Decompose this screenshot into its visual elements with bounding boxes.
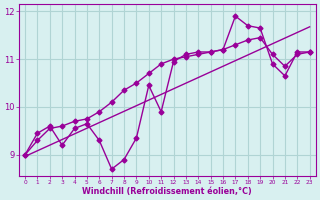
X-axis label: Windchill (Refroidissement éolien,°C): Windchill (Refroidissement éolien,°C)	[83, 187, 252, 196]
